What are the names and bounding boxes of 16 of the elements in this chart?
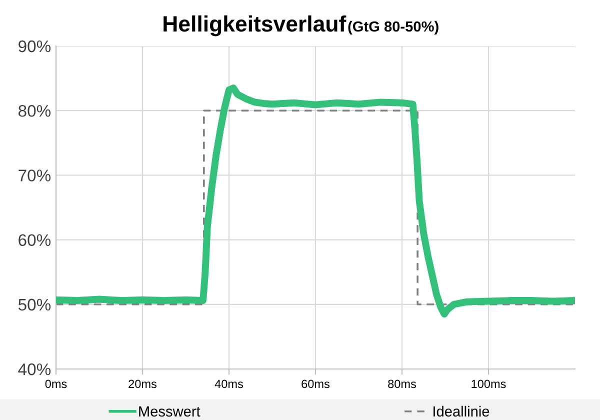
legend-label: Messwert	[139, 406, 200, 417]
x-tick-label: 100ms	[472, 380, 506, 388]
chart-subtitle: (GtG 80-50%)	[348, 20, 438, 35]
y-tick-label: 50%	[18, 298, 51, 311]
x-tick-label: 80ms	[388, 380, 416, 388]
legend-label: Ideallinie	[434, 406, 490, 417]
y-tick-label: 70%	[18, 170, 51, 182]
chart-title: Helligkeitsverlauf	[164, 15, 346, 36]
x-tick-label: 40ms	[214, 380, 244, 388]
x-tick-label: 20ms	[128, 380, 157, 388]
y-tick-label: 80%	[18, 105, 51, 117]
y-tick-label: 60%	[18, 234, 51, 246]
x-tick-label: 60ms	[302, 380, 330, 388]
y-tick-label: 90%	[18, 40, 51, 52]
x-tick-label: 0ms	[45, 380, 67, 388]
y-tick-label: 40%	[18, 363, 51, 376]
